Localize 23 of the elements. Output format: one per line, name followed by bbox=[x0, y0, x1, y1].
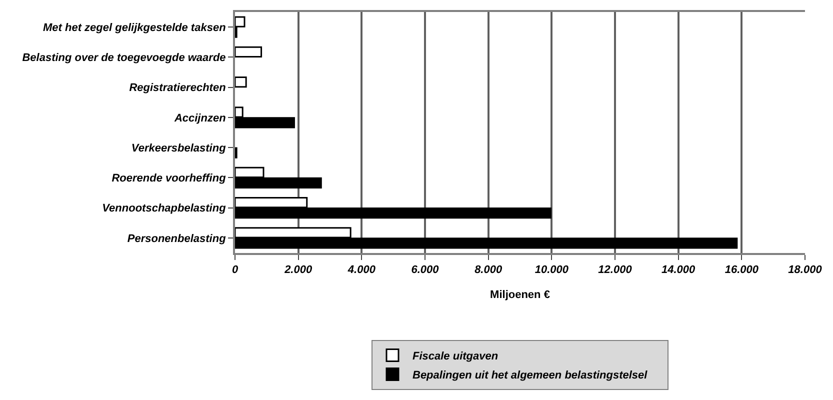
legend-label: Bepalingen uit het algemeen belastingstelsel bbox=[412, 370, 648, 382]
x-tick-label: 2.000 bbox=[284, 264, 313, 276]
y-tick-label: Belasting over de toegevoegde waarde bbox=[22, 52, 226, 64]
x-tick-label: 8.000 bbox=[474, 264, 503, 276]
y-tick-label: Personenbelasting bbox=[127, 232, 226, 245]
y-tick-label: Met het zegel gelijkgestelde taksen bbox=[43, 22, 226, 34]
x-tick-label: 12.000 bbox=[598, 264, 633, 276]
x-tick-label: 10.000 bbox=[534, 264, 570, 276]
x-tick-label: 16.000 bbox=[724, 264, 760, 276]
y-tick-label: Accijnzen bbox=[173, 112, 226, 124]
x-tick-label: 14.000 bbox=[662, 264, 696, 276]
y-tick-label: Roerende voorheffing bbox=[112, 172, 226, 185]
x-tick-label: 6.000 bbox=[411, 264, 440, 276]
x-tick-label: 18.000 bbox=[788, 264, 823, 276]
x-tick-label: 0 bbox=[232, 264, 239, 276]
x-tick-label: 4.000 bbox=[346, 264, 376, 276]
y-tick-label: Verkeersbelasting bbox=[131, 142, 226, 154]
bar bbox=[235, 46, 262, 58]
bar bbox=[235, 76, 247, 88]
x-axis-title: Miljoenen € bbox=[490, 288, 550, 301]
y-tick-label: Registratierechten bbox=[129, 82, 226, 94]
legend-label: Fiscale uitgaven bbox=[412, 350, 498, 363]
y-tick-label: Vennootschapbelasting bbox=[102, 202, 226, 215]
